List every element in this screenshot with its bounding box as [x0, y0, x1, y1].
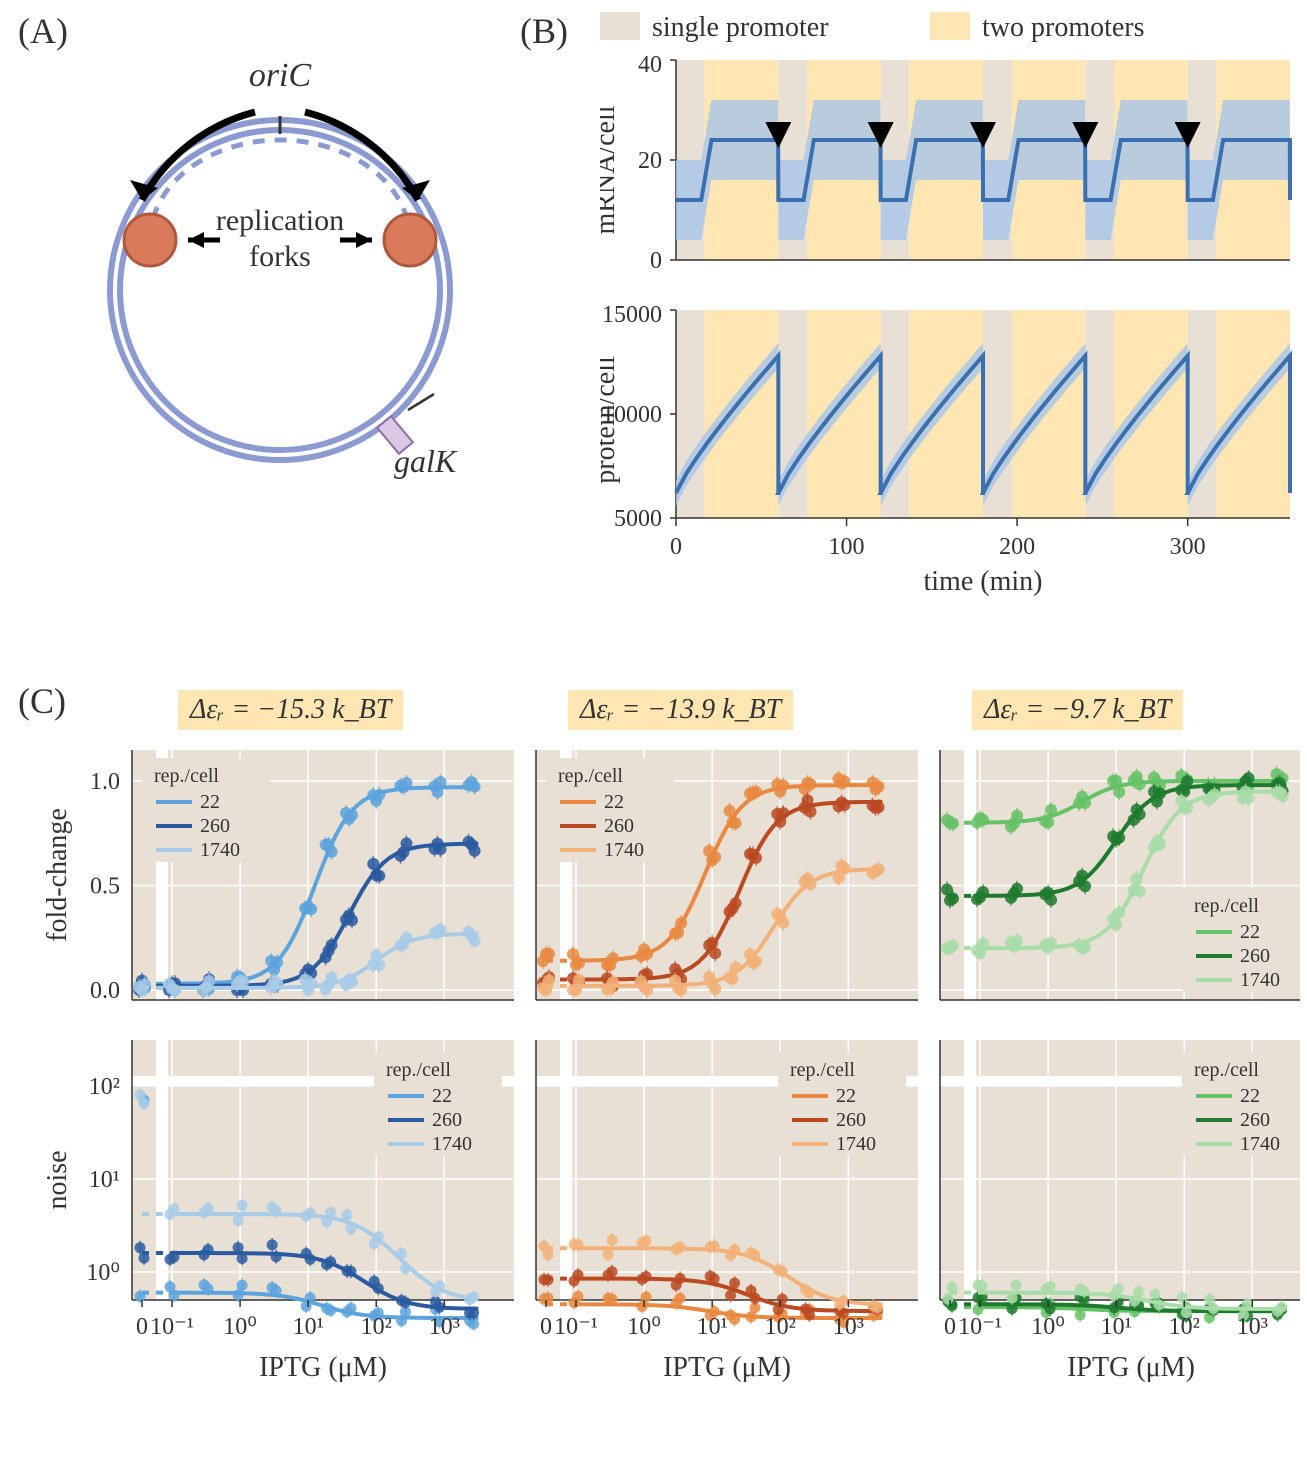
svg-text:rep./cell: rep./cell [1194, 1059, 1259, 1081]
fork-left-icon [124, 214, 176, 266]
svg-text:10⁻¹: 10⁻¹ [554, 1314, 598, 1340]
svg-text:10¹: 10¹ [1101, 1314, 1132, 1340]
forks-label-1: replication [216, 204, 344, 237]
svg-text:200: 200 [999, 534, 1035, 560]
svg-text:15000: 15000 [602, 302, 662, 328]
svg-text:0.0: 0.0 [90, 978, 120, 1004]
forks-label-2: forks [249, 240, 311, 273]
panel-b-mrna: 0 20 40 mRNA/cell [600, 50, 1300, 290]
svg-text:22: 22 [1240, 921, 1260, 943]
svg-text:10¹: 10¹ [293, 1314, 324, 1340]
svg-text:fold-change: fold-change [42, 808, 73, 942]
svg-text:mRNA/cell: mRNA/cell [600, 105, 621, 234]
svg-text:time (min): time (min) [924, 566, 1043, 597]
svg-text:40: 40 [638, 52, 662, 78]
svg-text:1.0: 1.0 [90, 769, 120, 795]
svg-text:22: 22 [604, 791, 624, 813]
svg-text:10⁰: 10⁰ [86, 1260, 120, 1286]
svg-text:IPTG (μM): IPTG (μM) [259, 1352, 387, 1383]
svg-text:260: 260 [200, 815, 230, 837]
svg-text:10¹: 10¹ [697, 1314, 728, 1340]
panel-b-protein: 5000 10000 15000 protein/cell 0100200300… [600, 300, 1300, 610]
c-title-0: Δεᵣ = −15.3 k_BT [178, 690, 403, 730]
svg-text:1740: 1740 [836, 1133, 876, 1155]
galk-label: galK [394, 443, 458, 479]
svg-text:10²: 10² [89, 1074, 120, 1100]
svg-text:300: 300 [1170, 534, 1206, 560]
svg-text:10⁰: 10⁰ [223, 1314, 257, 1340]
svg-text:10³: 10³ [429, 1314, 460, 1340]
svg-text:1740: 1740 [200, 839, 240, 861]
svg-text:0: 0 [540, 1314, 552, 1340]
c-title-2: Δεᵣ = −9.7 k_BT [972, 690, 1183, 730]
svg-text:two promoters: two promoters [982, 12, 1145, 43]
svg-text:rep./cell: rep./cell [154, 765, 219, 787]
svg-text:22: 22 [1240, 1085, 1260, 1107]
svg-text:10⁰: 10⁰ [627, 1314, 661, 1340]
svg-text:rep./cell: rep./cell [558, 765, 623, 787]
svg-text:0: 0 [136, 1314, 148, 1340]
svg-text:260: 260 [604, 815, 634, 837]
svg-text:rep./cell: rep./cell [386, 1059, 451, 1081]
svg-text:22: 22 [836, 1085, 856, 1107]
svg-text:IPTG (μM): IPTG (μM) [663, 1352, 791, 1383]
svg-text:noise: noise [42, 1150, 73, 1209]
panel-a-diagram: oriC replication forks galK [60, 30, 500, 480]
svg-text:1740: 1740 [604, 839, 644, 861]
svg-text:5000: 5000 [614, 506, 662, 532]
svg-text:protein/cell: protein/cell [600, 356, 621, 484]
svg-text:260: 260 [432, 1109, 462, 1131]
panel-b-legend: single promoter two promoters [600, 6, 1300, 48]
svg-text:22: 22 [432, 1085, 452, 1107]
svg-text:1740: 1740 [1240, 969, 1280, 991]
svg-text:10⁻¹: 10⁻¹ [958, 1314, 1002, 1340]
svg-text:10²: 10² [1169, 1314, 1200, 1340]
fork-right-icon [384, 214, 436, 266]
svg-text:rep./cell: rep./cell [790, 1059, 855, 1081]
svg-text:0: 0 [650, 248, 662, 274]
svg-text:22: 22 [200, 791, 220, 813]
svg-text:260: 260 [1240, 1109, 1270, 1131]
svg-text:10²: 10² [765, 1314, 796, 1340]
svg-text:IPTG (μM): IPTG (μM) [1067, 1352, 1195, 1383]
svg-text:0.5: 0.5 [90, 873, 120, 899]
svg-text:260: 260 [1240, 945, 1270, 967]
svg-text:rep./cell: rep./cell [1194, 895, 1259, 917]
panel-c-label: (C) [18, 680, 66, 722]
svg-text:10³: 10³ [833, 1314, 864, 1340]
panel-b-label: (B) [520, 10, 568, 52]
oric-label: oriC [249, 57, 312, 94]
c-title-1: Δεᵣ = −13.9 k_BT [568, 690, 793, 730]
svg-text:10³: 10³ [1237, 1314, 1268, 1340]
svg-text:10⁻¹: 10⁻¹ [150, 1314, 194, 1340]
svg-text:single promoter: single promoter [652, 12, 829, 43]
svg-text:10²: 10² [361, 1314, 392, 1340]
svg-text:1740: 1740 [432, 1133, 472, 1155]
svg-text:260: 260 [836, 1109, 866, 1131]
panel-c-grid: rep./cell222601740rep./cell2226017400.00… [40, 740, 1300, 1470]
svg-text:100: 100 [829, 534, 865, 560]
svg-text:20: 20 [638, 148, 662, 174]
svg-text:1740: 1740 [1240, 1133, 1280, 1155]
svg-text:0: 0 [670, 534, 682, 560]
svg-text:0: 0 [944, 1314, 956, 1340]
svg-text:10⁰: 10⁰ [1031, 1314, 1065, 1340]
svg-text:10¹: 10¹ [89, 1167, 120, 1193]
